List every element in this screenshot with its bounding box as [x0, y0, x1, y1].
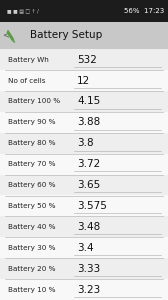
Text: ■ ■ ▤ □ ↑ /: ■ ■ ▤ □ ↑ / — [7, 8, 38, 13]
Bar — [0, 0, 168, 22]
Text: 3.575: 3.575 — [77, 201, 107, 211]
Bar — [0, 175, 168, 196]
Bar — [0, 133, 168, 154]
Text: Battery 20 %: Battery 20 % — [8, 266, 56, 272]
Bar — [0, 258, 168, 279]
Text: 56%  17:23: 56% 17:23 — [124, 8, 165, 14]
Text: 3.4: 3.4 — [77, 243, 94, 253]
Bar — [0, 216, 168, 237]
Text: 12: 12 — [77, 76, 91, 85]
Text: 3.72: 3.72 — [77, 159, 100, 169]
Text: Battery 40 %: Battery 40 % — [8, 224, 56, 230]
Text: 3.8: 3.8 — [77, 138, 94, 148]
Bar — [0, 196, 168, 216]
Text: 4.15: 4.15 — [77, 96, 100, 106]
Bar — [0, 70, 168, 91]
Text: 3.33: 3.33 — [77, 264, 100, 274]
Text: Battery 10 %: Battery 10 % — [8, 286, 56, 292]
Bar — [0, 49, 168, 70]
Text: 532: 532 — [77, 55, 97, 64]
Bar — [0, 154, 168, 175]
Text: 3.65: 3.65 — [77, 180, 100, 190]
Text: Battery 30 %: Battery 30 % — [8, 245, 56, 251]
Text: <: < — [2, 31, 9, 40]
Text: 3.23: 3.23 — [77, 284, 100, 295]
Polygon shape — [6, 29, 14, 41]
Text: Battery 70 %: Battery 70 % — [8, 161, 56, 167]
Text: Battery 90 %: Battery 90 % — [8, 119, 56, 125]
Text: Battery Setup: Battery Setup — [30, 30, 102, 40]
Text: Battery 80 %: Battery 80 % — [8, 140, 56, 146]
Bar — [0, 22, 168, 49]
Text: Battery 100 %: Battery 100 % — [8, 98, 60, 104]
Text: Battery Wh: Battery Wh — [8, 57, 49, 63]
Text: Battery 60 %: Battery 60 % — [8, 182, 56, 188]
Bar — [0, 237, 168, 258]
Bar — [0, 91, 168, 112]
Bar — [0, 279, 168, 300]
Text: 3.88: 3.88 — [77, 117, 100, 127]
Text: 3.48: 3.48 — [77, 222, 100, 232]
Bar — [0, 112, 168, 133]
Text: No of cells: No of cells — [8, 77, 46, 83]
Polygon shape — [12, 38, 15, 43]
Text: Battery 50 %: Battery 50 % — [8, 203, 56, 209]
